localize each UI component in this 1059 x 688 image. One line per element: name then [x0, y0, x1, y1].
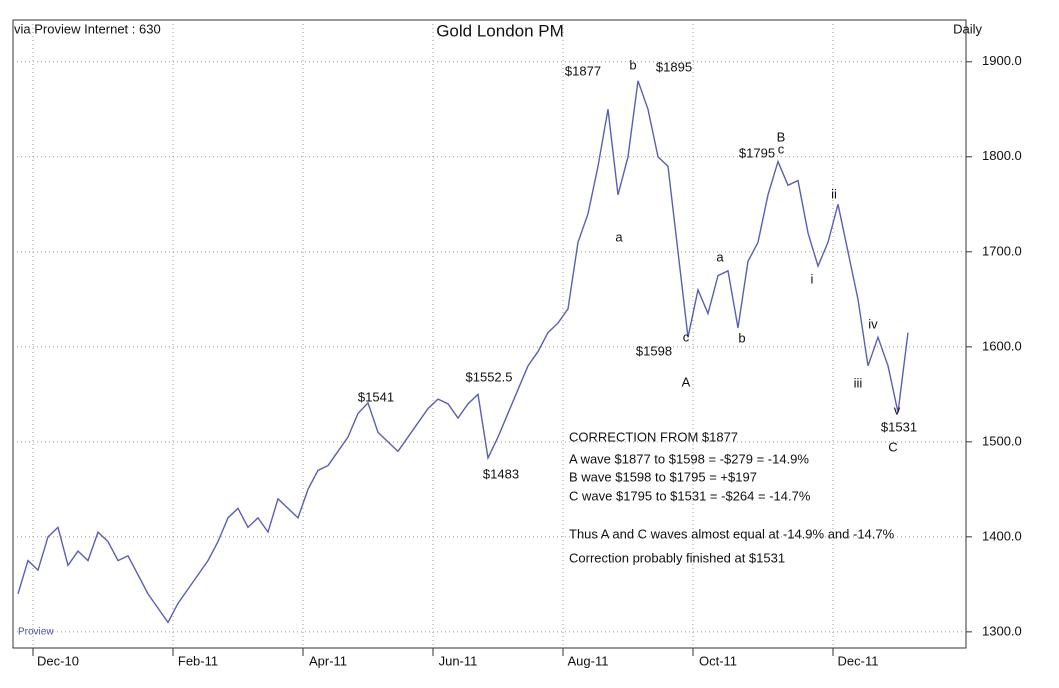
x-tick-label: Jun-11	[439, 653, 478, 668]
annotation: A	[682, 374, 691, 389]
y-tick-label: 1500.0	[982, 433, 1022, 448]
annotation: b	[738, 330, 745, 345]
annotation: b	[629, 57, 636, 72]
annotation: iv	[868, 316, 878, 331]
annotation: c	[778, 141, 785, 156]
chart-title: Gold London PM	[436, 21, 564, 40]
y-tick-label: 1600.0	[982, 338, 1022, 353]
annotation: $1895	[656, 59, 692, 74]
x-tick-label: Dec-11	[838, 653, 879, 668]
watermark: Proview	[18, 627, 54, 638]
y-tick-label: 1400.0	[982, 528, 1022, 543]
annotation: i	[811, 271, 814, 286]
note: Thus A and C waves almost equal at -14.9…	[569, 526, 895, 541]
x-tick-label: Aug-11	[568, 653, 609, 668]
note: Correction probably finished at $1531	[569, 550, 785, 565]
annotation: $1531	[881, 419, 917, 434]
y-tick-label: 1700.0	[982, 243, 1022, 258]
annotation: C	[888, 439, 897, 454]
y-tick-label: 1300.0	[982, 623, 1022, 638]
annotation: a	[615, 229, 623, 244]
y-tick-label: 1800.0	[982, 148, 1022, 163]
x-tick-label: Apr-11	[309, 653, 347, 668]
note: CORRECTION FROM $1877	[569, 429, 738, 444]
annotation: v	[894, 402, 901, 417]
plot-frame	[12, 19, 967, 649]
annotation: iii	[854, 375, 863, 390]
x-tick-label: Dec-10	[37, 653, 79, 668]
x-tick-label: Oct-11	[699, 653, 737, 668]
x-tick-label: Feb-11	[178, 653, 218, 668]
source: via Proview Internet : 630	[14, 21, 161, 36]
annotation: B	[777, 129, 786, 144]
annotation: $1598	[636, 343, 672, 358]
y-tick-label: 1900.0	[982, 53, 1022, 68]
annotation: $1541	[358, 389, 394, 404]
annotation: ii	[831, 186, 837, 201]
annotation: $1552.5	[466, 369, 513, 384]
note: B wave $1598 to $1795 = +$197	[569, 469, 757, 484]
period: Daily	[953, 21, 982, 36]
annotation: $1483	[483, 466, 519, 481]
note: A wave $1877 to $1598 = -$279 = -14.9%	[569, 451, 809, 466]
note: C wave $1795 to $1531 = -$264 = -14.7%	[569, 488, 811, 503]
annotation: c	[683, 329, 690, 344]
price-line	[17, 80, 909, 624]
annotation: $1795	[739, 145, 775, 160]
annotation: $1877	[565, 63, 601, 78]
annotation: a	[716, 249, 724, 264]
